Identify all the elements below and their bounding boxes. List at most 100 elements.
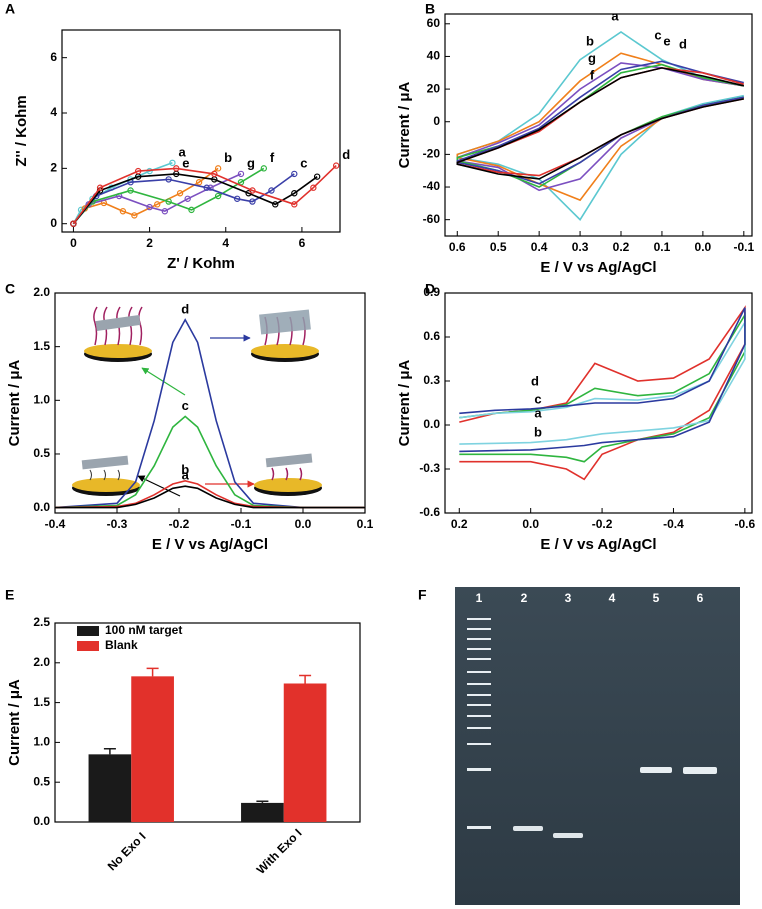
series-label: d [531,373,539,388]
inset-bottom-right [254,453,322,496]
y-tick-label: -60 [423,212,441,226]
series-line [456,52,744,202]
lane-label: 6 [697,591,704,605]
band [467,671,491,673]
data-point [195,178,203,186]
data-point [313,173,321,180]
band [467,648,491,650]
series-label: a [178,144,186,159]
band [467,638,491,640]
series-label: b [181,462,189,477]
plot-frame [54,292,366,514]
series-line [54,479,365,509]
error-bar [299,674,312,684]
gel-image: F 1 2 3 4 5 6 [418,587,740,905]
legend-swatch [77,626,99,636]
x-axis-label: E / V vs Ag/AgCl [540,536,656,553]
y-tick-label: -20 [423,147,441,161]
legend-swatch [77,641,99,651]
x-tick-label: 0.4 [531,240,548,254]
x-tick-label: -0.2 [169,517,190,531]
error-bar [256,800,269,803]
y-tick-label: 2 [50,161,57,175]
y-tick-label: 0.9 [423,285,440,299]
y-tick-label: 1.5 [33,339,50,353]
series-label: a [182,468,190,483]
data-point [165,176,172,183]
electrode [254,478,322,492]
y-tick-label: 40 [427,49,441,63]
bar [283,683,327,822]
lane-label: 2 [521,591,528,605]
data-point [146,203,153,211]
probe-strands [89,469,120,481]
y-tick-label: 0.0 [33,500,50,514]
inset-top-right [251,309,319,362]
error-bar [146,667,159,677]
plot-frame [54,622,361,823]
lane-label: 1 [476,591,483,605]
data-point [70,220,77,227]
band [467,628,491,630]
band [683,767,717,774]
y-tick-label: 0 [433,114,440,128]
inset-bottom-left [72,455,140,496]
data-point [332,162,340,169]
series-line [456,31,744,221]
x-tick-label: 0.0 [522,517,539,531]
x-axis-label: E / V vs Ag/AgCl [152,536,268,553]
x-tick-label: 0.3 [572,240,589,254]
x-tick-label: 0.5 [490,240,507,254]
x-tick-label: -0.3 [107,517,128,531]
series-label: b [224,150,232,165]
arrow [137,475,181,497]
bar [88,754,132,822]
data-point [291,170,298,178]
y-tick-label: -0.3 [419,461,440,475]
series-line [72,173,318,225]
y-tick-label: 0.5 [33,774,50,788]
graphene-sheet [95,314,141,332]
y-axis-label: Current / μA [396,81,413,168]
band [467,768,491,771]
x-tick-label: 0.0 [695,240,712,254]
data-point [119,208,127,215]
panel-letter: B [425,1,435,17]
series-line [72,167,219,225]
y-tick-label: 0 [50,216,57,230]
y-axis-label: Current / μA [6,679,23,766]
error-bar [103,748,116,755]
graphene-sheet [81,455,129,470]
bar [241,802,284,822]
lane-label: 5 [653,591,660,605]
series-line [72,162,173,225]
x-tick-label: 2 [146,236,153,250]
band [467,658,491,660]
x-axis-label: Z' / Kohm [167,255,235,272]
data-point [169,159,176,167]
y-tick-label: 2.0 [33,285,50,299]
data-point [161,208,169,215]
panel-letter: E [5,587,14,603]
x-tick-label: 0.2 [451,517,468,531]
graphene-sheet [265,453,313,468]
band [513,826,543,831]
data-point [291,190,298,197]
series-label: c [654,27,661,42]
series-line [456,67,744,180]
x-tick-label: 0.1 [654,240,671,254]
ladder-bands [467,618,491,829]
electrode [84,344,152,358]
data-point [134,167,142,175]
band [640,767,672,773]
legend-label: Blank [105,638,138,652]
dna-strands [271,467,303,481]
x-tick-label: -0.4 [663,517,684,531]
y-tick-label: 6 [50,50,57,64]
x-tick-label: 0.2 [613,240,630,254]
plot-frame [444,13,753,237]
x-tick-label: 0.0 [295,517,312,531]
series-line [55,485,365,509]
